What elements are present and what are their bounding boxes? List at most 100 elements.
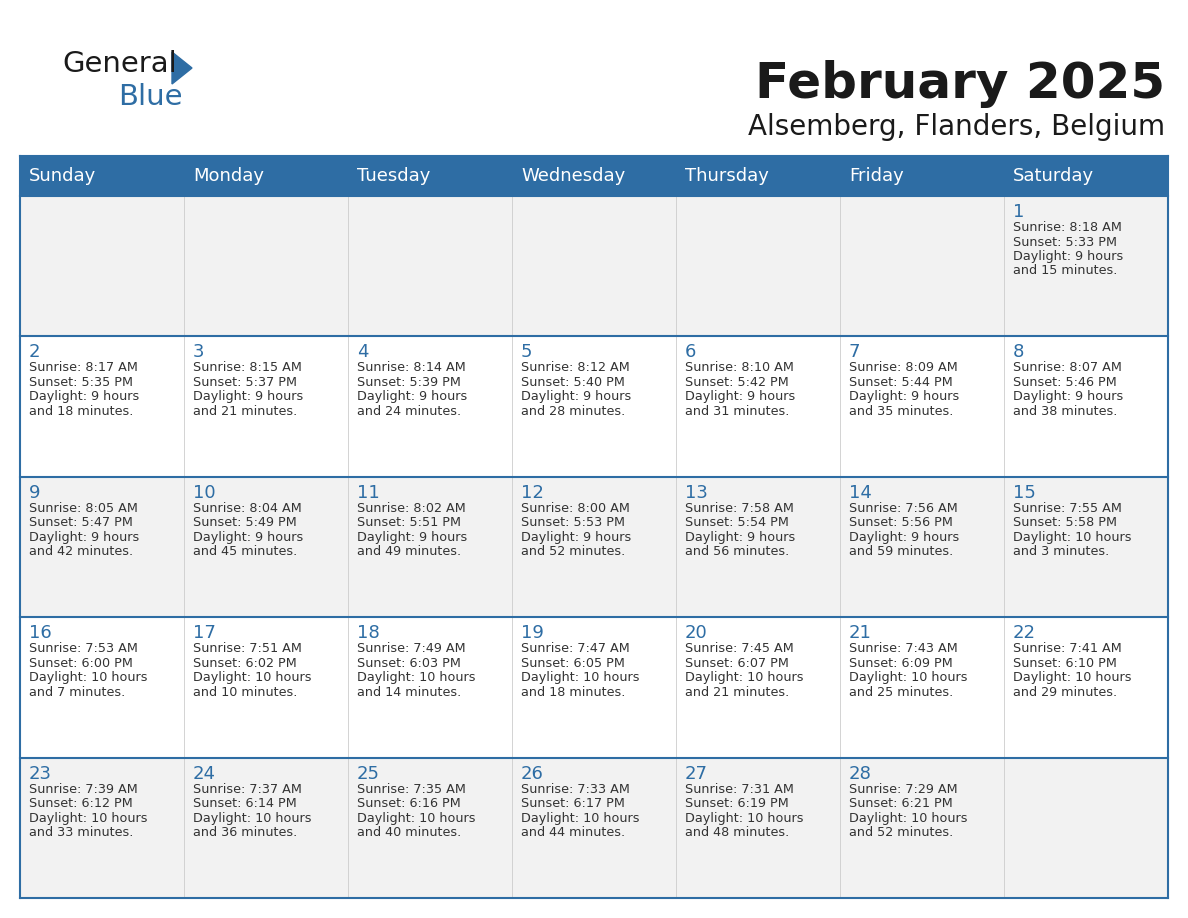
Text: 18: 18	[358, 624, 380, 643]
Bar	[20, 476, 1168, 617]
Text: and 7 minutes.: and 7 minutes.	[29, 686, 125, 699]
Text: Daylight: 10 hours: Daylight: 10 hours	[1013, 671, 1131, 684]
Text: Sunset: 5:33 PM: Sunset: 5:33 PM	[1013, 236, 1117, 249]
Text: Sunset: 6:02 PM: Sunset: 6:02 PM	[192, 656, 297, 670]
Text: Daylight: 9 hours: Daylight: 9 hours	[522, 390, 631, 403]
Text: 25: 25	[358, 765, 380, 783]
Text: 23: 23	[29, 765, 52, 783]
Text: 24: 24	[192, 765, 216, 783]
Text: Sunrise: 7:33 AM: Sunrise: 7:33 AM	[522, 783, 630, 796]
Text: February 2025: February 2025	[754, 60, 1165, 108]
Text: Sunset: 6:19 PM: Sunset: 6:19 PM	[685, 797, 789, 810]
Text: Friday: Friday	[849, 167, 904, 185]
Text: and 36 minutes.: and 36 minutes.	[192, 826, 297, 839]
Text: and 59 minutes.: and 59 minutes.	[849, 545, 953, 558]
Text: Sunset: 6:10 PM: Sunset: 6:10 PM	[1013, 656, 1117, 670]
Text: Sunrise: 7:51 AM: Sunrise: 7:51 AM	[192, 643, 302, 655]
Text: 14: 14	[849, 484, 872, 502]
Text: Sunset: 6:07 PM: Sunset: 6:07 PM	[685, 656, 789, 670]
Text: Sunset: 6:12 PM: Sunset: 6:12 PM	[29, 797, 133, 810]
Text: and 24 minutes.: and 24 minutes.	[358, 405, 461, 418]
Text: and 33 minutes.: and 33 minutes.	[29, 826, 133, 839]
Text: Sunset: 5:35 PM: Sunset: 5:35 PM	[29, 375, 133, 389]
Text: 10: 10	[192, 484, 216, 502]
Text: Daylight: 9 hours: Daylight: 9 hours	[358, 390, 467, 403]
Text: Sunset: 6:14 PM: Sunset: 6:14 PM	[192, 797, 297, 810]
Text: 17: 17	[192, 624, 216, 643]
Text: Sunset: 5:49 PM: Sunset: 5:49 PM	[192, 516, 297, 530]
Text: and 42 minutes.: and 42 minutes.	[29, 545, 133, 558]
Text: Sunset: 5:40 PM: Sunset: 5:40 PM	[522, 375, 625, 389]
Text: Sunrise: 7:58 AM: Sunrise: 7:58 AM	[685, 502, 794, 515]
Text: and 25 minutes.: and 25 minutes.	[849, 686, 953, 699]
Text: Monday: Monday	[192, 167, 264, 185]
Text: 7: 7	[849, 343, 860, 362]
Text: Sunrise: 7:39 AM: Sunrise: 7:39 AM	[29, 783, 138, 796]
Text: Sunrise: 8:02 AM: Sunrise: 8:02 AM	[358, 502, 466, 515]
Text: Sunrise: 7:45 AM: Sunrise: 7:45 AM	[685, 643, 794, 655]
Text: and 44 minutes.: and 44 minutes.	[522, 826, 625, 839]
Text: Daylight: 10 hours: Daylight: 10 hours	[522, 812, 639, 824]
Text: Sunday: Sunday	[29, 167, 96, 185]
Text: Sunset: 5:53 PM: Sunset: 5:53 PM	[522, 516, 625, 530]
Text: Sunset: 5:47 PM: Sunset: 5:47 PM	[29, 516, 133, 530]
Text: Daylight: 10 hours: Daylight: 10 hours	[522, 671, 639, 684]
Text: 20: 20	[685, 624, 708, 643]
Text: Sunset: 5:37 PM: Sunset: 5:37 PM	[192, 375, 297, 389]
Text: and 52 minutes.: and 52 minutes.	[849, 826, 953, 839]
Text: Sunrise: 8:07 AM: Sunrise: 8:07 AM	[1013, 362, 1121, 375]
Bar	[20, 196, 1168, 336]
Text: 1: 1	[1013, 203, 1024, 221]
Text: Sunset: 6:09 PM: Sunset: 6:09 PM	[849, 656, 953, 670]
Text: and 29 minutes.: and 29 minutes.	[1013, 686, 1117, 699]
Bar	[20, 336, 1168, 476]
Text: Daylight: 9 hours: Daylight: 9 hours	[849, 390, 959, 403]
Text: Sunset: 6:16 PM: Sunset: 6:16 PM	[358, 797, 461, 810]
Text: Daylight: 9 hours: Daylight: 9 hours	[192, 531, 303, 543]
Text: Sunrise: 7:31 AM: Sunrise: 7:31 AM	[685, 783, 794, 796]
Text: and 15 minutes.: and 15 minutes.	[1013, 264, 1118, 277]
Text: Sunrise: 8:04 AM: Sunrise: 8:04 AM	[192, 502, 302, 515]
Text: Daylight: 9 hours: Daylight: 9 hours	[1013, 390, 1123, 403]
Text: Sunset: 5:58 PM: Sunset: 5:58 PM	[1013, 516, 1117, 530]
Polygon shape	[172, 52, 192, 84]
Text: Daylight: 9 hours: Daylight: 9 hours	[522, 531, 631, 543]
Text: 13: 13	[685, 484, 708, 502]
Text: Daylight: 10 hours: Daylight: 10 hours	[685, 671, 803, 684]
Text: 8: 8	[1013, 343, 1024, 362]
Text: Daylight: 9 hours: Daylight: 9 hours	[192, 390, 303, 403]
Text: Sunset: 6:03 PM: Sunset: 6:03 PM	[358, 656, 461, 670]
Text: Tuesday: Tuesday	[358, 167, 430, 185]
Text: Sunrise: 8:10 AM: Sunrise: 8:10 AM	[685, 362, 794, 375]
Text: Daylight: 10 hours: Daylight: 10 hours	[849, 671, 967, 684]
Text: Sunrise: 7:49 AM: Sunrise: 7:49 AM	[358, 643, 466, 655]
Bar	[20, 617, 1168, 757]
Text: Daylight: 9 hours: Daylight: 9 hours	[29, 531, 139, 543]
Text: 4: 4	[358, 343, 368, 362]
Text: Alsemberg, Flanders, Belgium: Alsemberg, Flanders, Belgium	[748, 113, 1165, 141]
Text: Daylight: 10 hours: Daylight: 10 hours	[358, 671, 475, 684]
Text: and 3 minutes.: and 3 minutes.	[1013, 545, 1110, 558]
Text: Sunrise: 7:47 AM: Sunrise: 7:47 AM	[522, 643, 630, 655]
Text: 21: 21	[849, 624, 872, 643]
Text: Daylight: 9 hours: Daylight: 9 hours	[1013, 250, 1123, 263]
Text: and 18 minutes.: and 18 minutes.	[522, 686, 625, 699]
Text: General: General	[62, 50, 177, 78]
Text: Sunrise: 8:15 AM: Sunrise: 8:15 AM	[192, 362, 302, 375]
Text: Daylight: 9 hours: Daylight: 9 hours	[29, 390, 139, 403]
Text: Sunrise: 8:17 AM: Sunrise: 8:17 AM	[29, 362, 138, 375]
Text: and 31 minutes.: and 31 minutes.	[685, 405, 789, 418]
Bar	[20, 757, 1168, 898]
Text: Sunrise: 7:29 AM: Sunrise: 7:29 AM	[849, 783, 958, 796]
Text: and 21 minutes.: and 21 minutes.	[192, 405, 297, 418]
Text: and 49 minutes.: and 49 minutes.	[358, 545, 461, 558]
Text: 12: 12	[522, 484, 544, 502]
Text: Thursday: Thursday	[685, 167, 769, 185]
Text: Daylight: 10 hours: Daylight: 10 hours	[685, 812, 803, 824]
Text: Sunrise: 8:00 AM: Sunrise: 8:00 AM	[522, 502, 630, 515]
Text: Sunrise: 7:41 AM: Sunrise: 7:41 AM	[1013, 643, 1121, 655]
Text: Sunset: 5:46 PM: Sunset: 5:46 PM	[1013, 375, 1117, 389]
Text: Sunset: 5:39 PM: Sunset: 5:39 PM	[358, 375, 461, 389]
Text: Daylight: 9 hours: Daylight: 9 hours	[685, 531, 795, 543]
Text: 15: 15	[1013, 484, 1036, 502]
